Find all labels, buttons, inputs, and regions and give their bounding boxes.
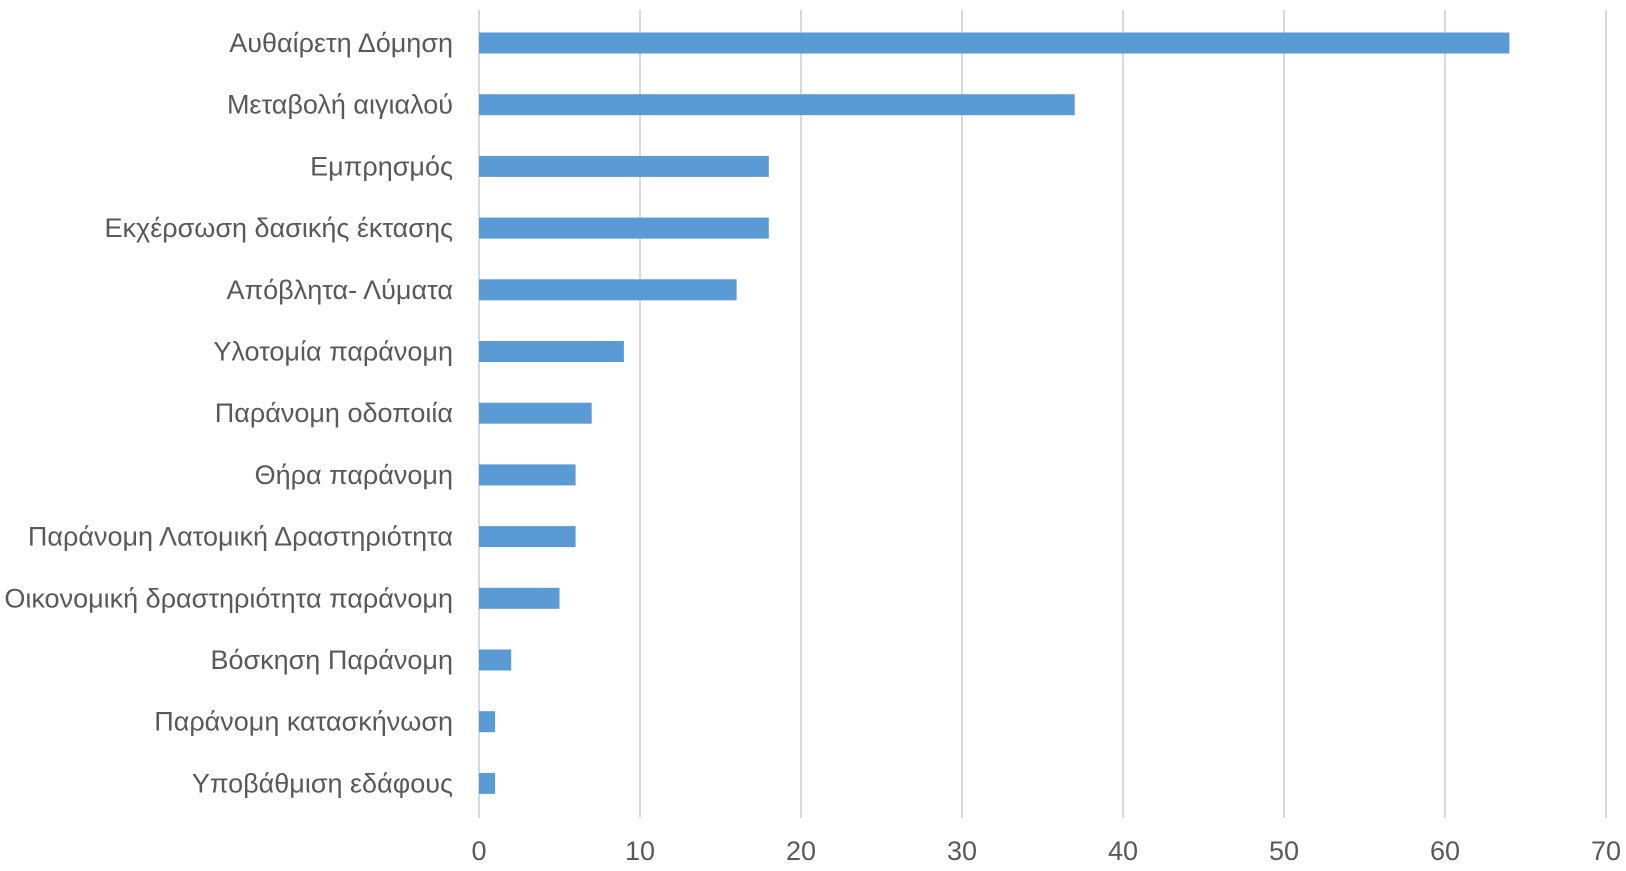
bar [479,587,560,609]
x-tick-label: 40 [1108,836,1138,866]
bar [479,402,592,424]
x-axis-tick-labels: 0 10 20 30 40 50 60 70 [471,836,1621,866]
bars [479,32,1510,794]
bar [479,32,1510,54]
category-labels: Αυθαίρετη Δόμηση Μεταβολή αιγιαλού Εμπρησμ… [4,28,453,798]
x-tick-label: 70 [1591,836,1621,866]
x-tick-label: 0 [471,836,486,866]
category-label: Υλοτομία παράνομη [213,337,453,367]
x-tick-label: 10 [625,836,655,866]
bar [479,526,576,548]
x-tick-label: 30 [947,836,977,866]
x-tick-label: 20 [786,836,816,866]
gridlines [478,10,1607,818]
category-label: Παράνομη οδοποιία [215,398,453,428]
x-tick-label: 50 [1269,836,1299,866]
category-label: Μεταβολή αιγιαλού [227,90,453,120]
category-label: Αυθαίρετη Δόμηση [229,28,453,58]
category-label: Εμπρησμός [310,151,453,181]
bar [479,279,737,301]
category-label: Παράνομη κατασκήνωση [154,707,453,737]
bar [479,94,1075,116]
category-label: Απόβλητα- Λύματα [227,275,453,305]
category-label: Θήρα παράνομη [255,460,453,490]
bar [479,772,496,794]
bar [479,155,769,177]
category-label: Υποβάθμιση εδάφους [192,768,453,798]
category-label: Παράνομη Λατομική Δραστηριότητα [28,522,453,552]
category-label: Βόσκηση Παράνομη [210,645,453,675]
bar [479,649,512,671]
x-tick-label: 60 [1430,836,1460,866]
bar [479,711,496,733]
category-label: Οικονομική δραστηριότητα παράνομη [4,583,453,613]
bar [479,217,769,239]
category-label: Εκχέρσωση δασικής έκτασης [105,213,453,243]
bar [479,341,624,362]
bar [479,464,576,486]
